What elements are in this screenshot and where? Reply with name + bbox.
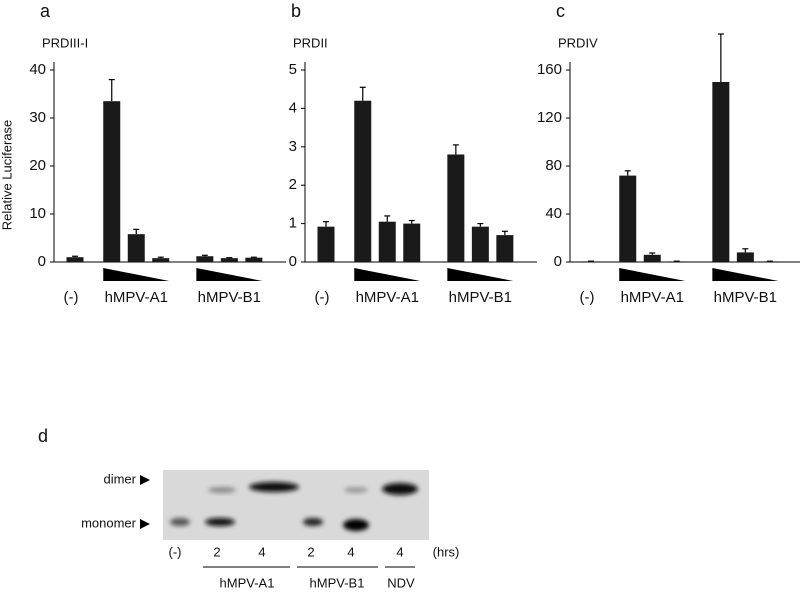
y-tick-label: 30 [29, 109, 46, 126]
arrowhead [140, 519, 150, 529]
bar [471, 226, 489, 262]
band [208, 487, 236, 493]
chart-title: PRDIV [558, 35, 598, 50]
marker-label: dimer [103, 471, 136, 486]
bar [643, 254, 661, 262]
panel-label: c [556, 1, 565, 21]
dose-wedge [712, 268, 779, 281]
x-tick-label: hMPV-B1 [198, 289, 261, 306]
bar [403, 223, 421, 262]
dose-wedge [619, 268, 686, 281]
panel-label: b [291, 1, 301, 21]
bar [66, 257, 84, 262]
group-label: hMPV-A1 [220, 575, 275, 590]
bar [761, 261, 779, 262]
lane-label: 2 [213, 544, 220, 559]
bar [582, 261, 600, 262]
western-blot: d dimer monomer (-) 2 4 2 4 4 (hrs) hMPV… [38, 426, 459, 591]
bar [220, 258, 238, 262]
chart-title: PRDII [293, 35, 328, 50]
bar [103, 101, 121, 262]
group-label: hMPV-B1 [310, 575, 365, 590]
y-tick-label: 3 [289, 138, 297, 155]
dose-wedge [196, 268, 263, 281]
bar [152, 258, 170, 262]
bar [619, 175, 637, 262]
y-tick-label: 10 [29, 205, 46, 222]
bar [668, 261, 686, 262]
lane-label: 4 [347, 544, 354, 559]
panel-label: a [40, 1, 51, 21]
lane-label: (-) [169, 544, 182, 559]
x-tick-label: (-) [64, 289, 79, 306]
band [344, 487, 368, 493]
chart-title: PRDIII-I [42, 35, 88, 50]
y-axis-label: Relative Luciferase [0, 120, 14, 231]
marker-label: monomer [81, 515, 137, 530]
arrowhead [140, 475, 150, 485]
blot-membrane [163, 470, 429, 540]
band [170, 518, 190, 526]
x-tick-label: (-) [315, 289, 330, 306]
bar [245, 257, 263, 262]
band [303, 518, 323, 526]
lane-label: 4 [396, 544, 403, 559]
y-tick-label: 160 [537, 61, 562, 78]
y-tick-label: 0 [38, 253, 46, 270]
bar [736, 252, 754, 262]
lane-label: 4 [258, 544, 265, 559]
y-tick-label: 5 [289, 61, 297, 78]
bar [196, 256, 214, 262]
y-tick-label: 120 [537, 109, 562, 126]
y-tick-label: 80 [545, 157, 562, 174]
bar [378, 221, 396, 262]
bar [317, 226, 335, 262]
bar [496, 235, 514, 262]
band [205, 518, 235, 526]
y-tick-label: 20 [29, 157, 46, 174]
band [249, 482, 299, 492]
band [343, 519, 369, 531]
lane-label: (hrs) [433, 544, 460, 559]
x-tick-label: (-) [580, 289, 595, 306]
dose-wedge [447, 268, 514, 281]
y-tick-label: 1 [289, 215, 297, 232]
y-tick-label: 40 [29, 61, 46, 78]
lane-label: 2 [307, 544, 314, 559]
bar [447, 154, 465, 262]
dose-wedge [103, 268, 170, 281]
y-tick-label: 4 [289, 99, 297, 116]
x-tick-label: hMPV-A1 [356, 289, 419, 306]
bar [712, 82, 730, 262]
y-tick-label: 2 [289, 176, 297, 193]
dose-wedge [354, 268, 421, 281]
x-tick-label: hMPV-A1 [621, 289, 684, 306]
x-tick-label: hMPV-A1 [105, 289, 168, 306]
panel-label: d [38, 426, 48, 446]
group-label: NDV [387, 575, 415, 590]
bar [127, 234, 145, 262]
band [382, 483, 418, 495]
y-tick-label: 40 [545, 205, 562, 222]
x-tick-label: hMPV-B1 [449, 289, 512, 306]
x-tick-label: hMPV-B1 [714, 289, 777, 306]
y-tick-label: 0 [554, 253, 562, 270]
y-tick-label: 0 [289, 253, 297, 270]
bar [354, 100, 372, 262]
